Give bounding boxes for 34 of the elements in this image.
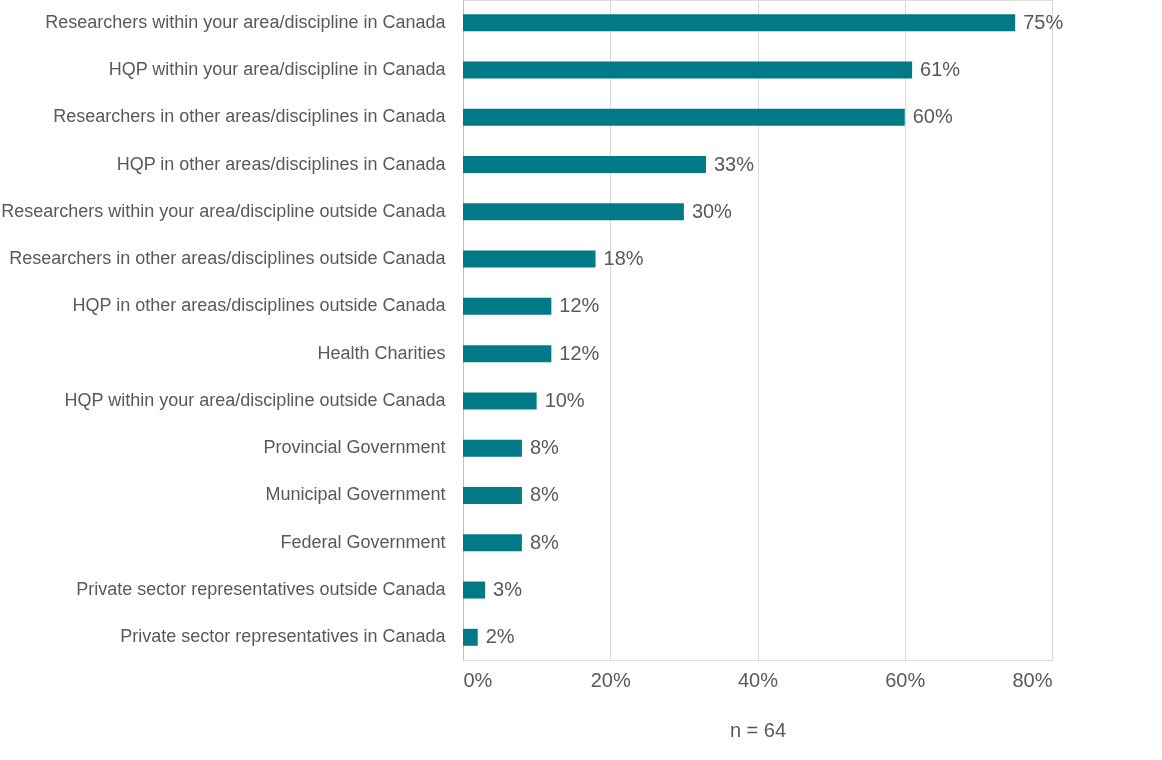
- data-label: 10%: [544, 388, 585, 411]
- y-tick-label: Private sector representatives in Canada: [120, 626, 447, 647]
- y-tick-label: HQP in other areas/disciplines in Canada: [116, 153, 447, 174]
- data-label: 8%: [529, 483, 560, 506]
- x-tick-label: 60%: [885, 668, 926, 691]
- data-label: 30%: [691, 199, 733, 222]
- y-tick-label: Health Charities: [317, 342, 446, 363]
- y-tick-label: Federal Government: [280, 531, 446, 552]
- data-label: 33%: [713, 152, 755, 175]
- data-label: 12%: [559, 294, 600, 317]
- data-label: 60%: [912, 105, 953, 128]
- data-label: 8%: [529, 530, 560, 553]
- data-label: 3%: [493, 578, 523, 601]
- y-tick-label: Provincial Government: [263, 437, 446, 458]
- y-tick-label: Researchers in other areas/disciplines in Canada: [53, 106, 447, 127]
- y-tick-label: HQP within your area/discipline in Canada: [108, 58, 447, 79]
- data-label: 18%: [603, 247, 644, 270]
- data-label: 8%: [529, 436, 560, 459]
- y-tick-label: Researchers within your area/discipline outside Canada: [1, 200, 447, 221]
- y-tick-label: Researchers within your area/discipline in Canada: [45, 11, 447, 32]
- y-tick-label: Researchers in other areas/disciplines outside Canada: [9, 248, 447, 269]
- x-tick-label: 20%: [590, 668, 631, 691]
- data-label: 61%: [920, 57, 961, 80]
- data-label: 75%: [1023, 10, 1064, 33]
- data-label: 2%: [485, 625, 515, 648]
- y-tick-label: Municipal Government: [265, 484, 446, 505]
- y-tick-label: Private sector representatives outside Canada: [76, 579, 447, 600]
- data-label: 12%: [559, 341, 600, 364]
- y-tick-label: HQP within your area/discipline outside Canada: [64, 389, 447, 410]
- text: n = 64: [729, 718, 787, 741]
- x-tick-label: 40%: [737, 668, 779, 691]
- x-tick-label: 0%: [463, 668, 493, 691]
- x-tick-label: 80%: [1012, 668, 1053, 691]
- y-tick-label: HQP in other areas/disciplines outside Canada: [72, 295, 447, 316]
